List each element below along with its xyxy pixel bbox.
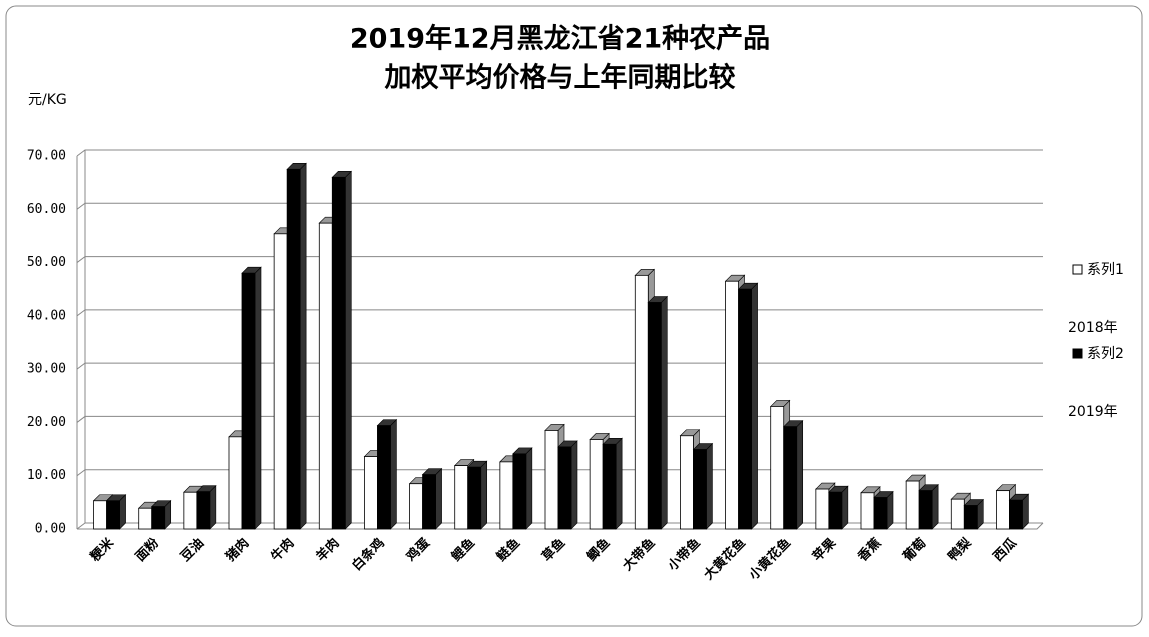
- bar: [512, 453, 527, 530]
- grid-line: [76, 256, 1043, 263]
- grid-line: [76, 202, 1043, 210]
- y-tick-label: 70.00: [27, 149, 66, 164]
- legend-swatch: [1072, 264, 1083, 275]
- bar: [873, 497, 888, 530]
- legend-label: 系列2: [1087, 346, 1124, 362]
- bar: [905, 480, 920, 530]
- bar: [499, 461, 514, 530]
- bar: [647, 302, 662, 530]
- legend-swatch: [1072, 348, 1083, 359]
- y-tick-label: 30.00: [27, 362, 66, 377]
- bar: [422, 474, 436, 530]
- bar-side: [615, 437, 623, 530]
- bar: [273, 233, 288, 530]
- bar: [467, 466, 482, 530]
- bar: [286, 168, 301, 530]
- legend-note: 2018年: [1068, 320, 1118, 336]
- bar: [918, 490, 933, 530]
- y-tick-label: 40.00: [27, 308, 66, 323]
- bar: [963, 505, 978, 530]
- bar-side: [751, 282, 758, 530]
- bar: [602, 443, 617, 530]
- bar: [996, 490, 1010, 530]
- bar: [589, 439, 604, 530]
- bar: [196, 491, 211, 530]
- legend-label: 系列1: [1087, 262, 1124, 278]
- grid-line: [76, 309, 1043, 317]
- bar-side: [525, 447, 533, 530]
- chart-subtitle: 加权平均价格与上年同期比较: [385, 62, 736, 94]
- bar-side: [886, 490, 894, 530]
- bar: [138, 507, 153, 530]
- bar: [151, 506, 166, 530]
- y-tick-label: 10.00: [27, 468, 66, 483]
- bar: [693, 449, 707, 530]
- bar: [828, 491, 843, 530]
- y-tick-label: 0.00: [35, 522, 66, 537]
- bar-side: [435, 467, 442, 530]
- bar: [860, 492, 875, 530]
- bar: [377, 425, 391, 530]
- bar: [1009, 499, 1023, 530]
- y-tick-label: 60.00: [27, 202, 66, 217]
- chart-title: 2019年12月黑龙江省21种农产品: [350, 23, 770, 55]
- bar-side: [299, 162, 307, 530]
- bar: [557, 446, 572, 530]
- bar: [680, 435, 694, 530]
- bar-side: [931, 483, 939, 530]
- grid-line: [76, 362, 1043, 370]
- y-tick-label: 20.00: [27, 415, 66, 430]
- bar: [454, 465, 469, 530]
- legend-note: 2019年: [1068, 404, 1118, 420]
- bar: [364, 456, 378, 530]
- bar: [183, 491, 198, 530]
- bar-side: [660, 295, 668, 530]
- floor: [77, 522, 1044, 530]
- bar: [783, 426, 798, 530]
- bar: [770, 406, 785, 530]
- bar-side: [390, 418, 397, 530]
- bar: [815, 488, 830, 530]
- bar: [950, 498, 965, 530]
- bar: [634, 274, 649, 530]
- bar: [106, 500, 120, 530]
- bar-side: [841, 485, 849, 530]
- bar-side: [344, 170, 352, 530]
- grid-line: [76, 149, 1043, 157]
- bar: [318, 222, 333, 530]
- bar: [241, 272, 256, 530]
- bar-side: [796, 419, 804, 530]
- bar: [544, 430, 559, 530]
- grid-line: [76, 415, 1043, 423]
- bar-side: [480, 460, 488, 530]
- bar: [725, 280, 739, 530]
- grid-line: [76, 469, 1043, 477]
- bar-side: [570, 440, 578, 530]
- bar-side: [254, 266, 262, 530]
- bar: [738, 288, 752, 530]
- bar: [331, 176, 346, 530]
- bar-side: [706, 442, 713, 530]
- grid-line: [76, 522, 1043, 530]
- bar: [93, 500, 107, 530]
- y-axis-label: 元/KG: [28, 92, 67, 108]
- bar: [409, 483, 423, 530]
- y-tick-label: 50.00: [27, 255, 66, 270]
- bar-side: [209, 484, 217, 530]
- chart-frame: [5, 5, 1143, 627]
- bar: [228, 436, 243, 530]
